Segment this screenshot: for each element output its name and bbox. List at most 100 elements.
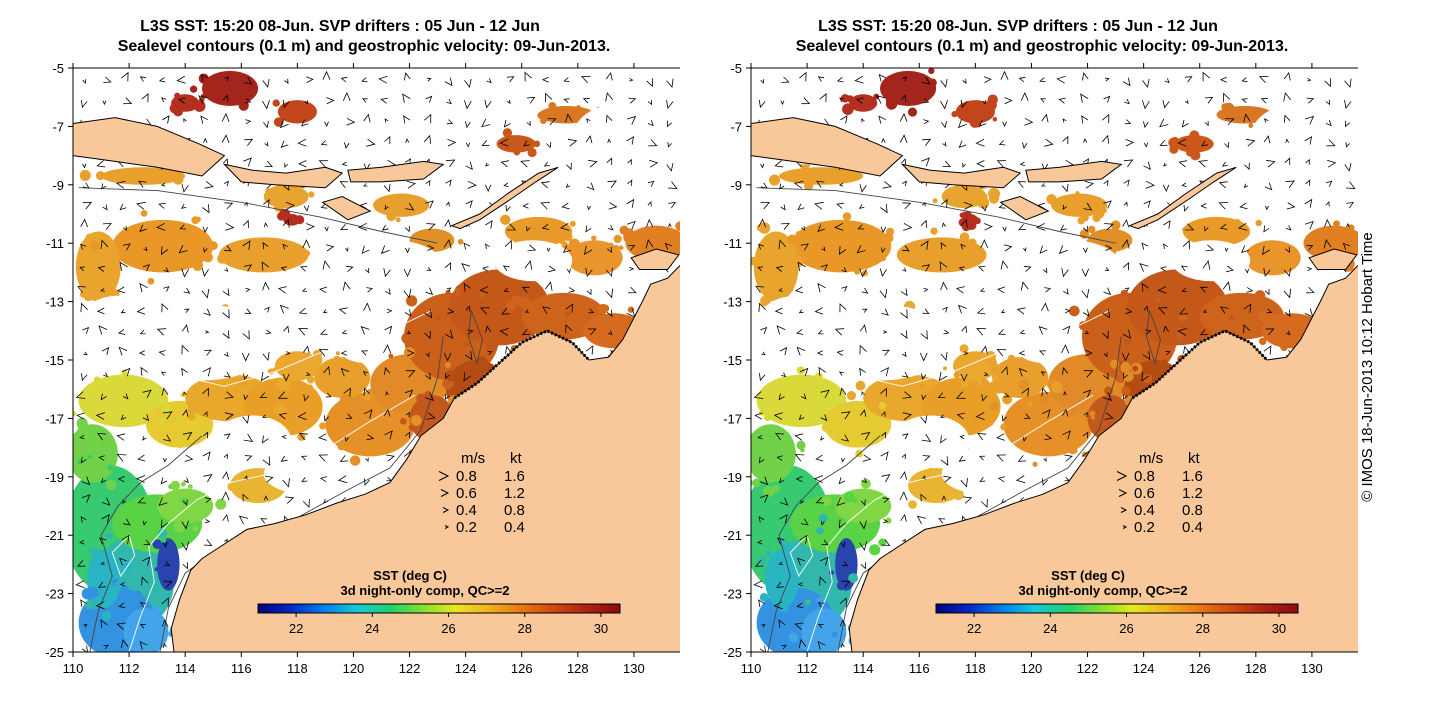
velocity-arrow [156, 328, 167, 336]
velocity-arrow [80, 99, 88, 109]
legend-kt-value: 1.2 [1182, 485, 1203, 502]
velocity-arrow [943, 329, 950, 335]
velocity-arrow [181, 541, 190, 551]
velocity-arrow [1283, 71, 1291, 81]
sst-patch [566, 240, 623, 276]
sst-speck [1259, 337, 1267, 346]
x-tick-label: 124 [455, 661, 477, 676]
cloud-patch [941, 453, 1032, 495]
velocity-arrow [426, 412, 436, 420]
velocity-arrow [285, 201, 295, 210]
velocity-arrow [485, 243, 490, 250]
velocity-arrow [303, 345, 310, 354]
velocity-arrow [820, 520, 825, 526]
velocity-arrow [960, 99, 968, 109]
cloud-patch [572, 103, 674, 174]
sst-speck [523, 321, 530, 328]
colorbar-tick-label: 28 [518, 621, 532, 636]
sealevel-contour [789, 534, 814, 578]
velocity-arrow [163, 457, 167, 463]
sst-patch [1051, 193, 1108, 217]
velocity-arrow [980, 498, 988, 509]
velocity-arrow [464, 100, 472, 110]
velocity-arrow [425, 287, 434, 296]
velocity-arrow [204, 181, 214, 189]
velocity-arrow [465, 200, 473, 208]
velocity-arrow [95, 601, 105, 610]
sst-speck [675, 221, 680, 231]
velocity-arrow [506, 76, 515, 83]
velocity-arrow [363, 302, 371, 312]
sst-speck [1002, 394, 1013, 405]
velocity-arrow [899, 112, 908, 123]
velocity-arrow [902, 391, 912, 399]
velocity-arrow [922, 455, 931, 462]
velocity-arrow [203, 539, 213, 546]
velocity-arrow [814, 201, 824, 210]
sst-speck [618, 245, 624, 251]
velocity-arrow [262, 281, 270, 291]
velocity-arrow [961, 515, 967, 522]
velocity-arrow [780, 497, 789, 506]
velocity-arrow [779, 346, 788, 355]
velocity-arrow [1202, 71, 1210, 82]
sst-speck [410, 414, 422, 426]
velocity-arrow [384, 430, 393, 440]
velocity-arrow [360, 326, 370, 335]
velocity-arrow [1003, 392, 1010, 398]
velocity-arrow [142, 556, 151, 566]
velocity-arrow [524, 71, 532, 82]
velocity-arrow [383, 268, 391, 278]
sst-speck [158, 417, 165, 424]
velocity-arrow [820, 414, 828, 422]
velocity-arrow [1023, 265, 1032, 272]
velocity-arrow [1265, 328, 1275, 336]
sealevel-contour [756, 187, 1116, 244]
velocity-arrow [138, 350, 145, 356]
sst-speck [1270, 314, 1278, 322]
velocity-arrow [981, 345, 988, 354]
sst-speck [768, 174, 781, 186]
y-tick-label: -17 [45, 411, 64, 426]
velocity-arrow [183, 477, 189, 484]
velocity-arrow [1002, 415, 1007, 422]
sst-speck [761, 567, 770, 575]
sst-patch [779, 167, 864, 185]
velocity-arrow [1102, 330, 1109, 340]
velocity-arrow [668, 201, 677, 209]
velocity-arrow [817, 282, 826, 293]
velocity-arrow [667, 142, 672, 148]
sst-speck [1189, 130, 1200, 141]
sst-speck [822, 496, 832, 507]
velocity-arrow [957, 304, 967, 314]
velocity-arrow [1037, 202, 1046, 210]
sst-speck [1255, 219, 1262, 227]
sst-speck [120, 585, 129, 594]
velocity-arrow [221, 112, 230, 123]
velocity-arrow [819, 93, 827, 103]
velocity-arrow [204, 349, 212, 356]
velocity-arrow [243, 76, 253, 85]
velocity-arrow [979, 288, 985, 292]
velocity-arrow [955, 391, 966, 399]
velocity-arrow [1178, 160, 1188, 168]
sst-speck [1032, 461, 1038, 467]
sst-speck [1046, 194, 1057, 205]
velocity-arrow [798, 414, 805, 421]
velocity-arrow [445, 179, 452, 187]
right-title-line2: Sealevel contours (0.1 m) and geostrophi… [795, 38, 1289, 55]
sst-speck [395, 217, 401, 223]
velocity-arrow [922, 201, 926, 207]
imos-credit: © IMOS 18-Jun-2013 10:12 Hobart Time [1359, 232, 1376, 502]
sst-speck [180, 497, 188, 505]
velocity-arrow [426, 267, 432, 271]
velocity-arrow [1038, 350, 1046, 356]
velocity-arrow [299, 432, 309, 441]
velocity-arrow [836, 202, 844, 209]
velocity-arrow [645, 239, 654, 249]
sst-speck [959, 344, 969, 354]
velocity-arrow [646, 218, 654, 228]
velocity-arrow [241, 352, 250, 362]
sst-speck [1333, 220, 1341, 228]
velocity-arrow [1199, 286, 1208, 293]
